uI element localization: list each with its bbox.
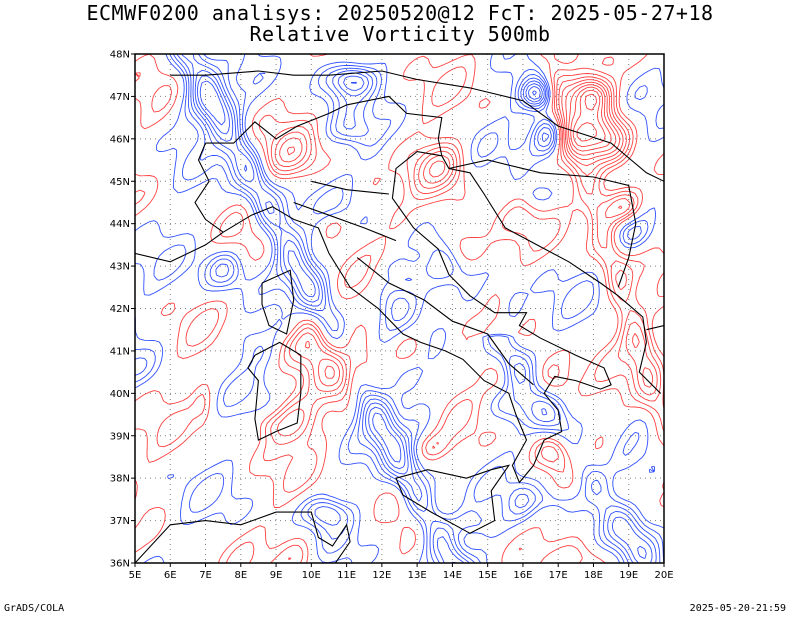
footer-credit: GrADS/COLA [4,603,65,614]
negative-vorticity-contour [135,54,664,563]
lat-tick-label: 45N [110,177,130,188]
lon-tick-label: 13E [408,570,427,581]
lon-tick-label: 10E [302,570,321,581]
negative-vorticity-contour [199,80,537,126]
footer-timestamp: 2025-05-20-21:59 [689,603,786,614]
coastline-segment [135,511,351,563]
longitude-axis: 5E 6E 7E 8E 9E 10E 11E 12E 13E 14E 15E 16E 17E 18E 19E… [129,563,674,581]
chart-title: ECMWF0200 analisys: 20250520@12 FcT: 202… [86,1,714,25]
coastline-segment [222,151,661,484]
positive-vorticity-contour [135,66,664,563]
positive-vorticity-contour [286,81,621,379]
lat-tick-label: 41N [110,346,130,357]
positive-vorticity-contour [570,86,612,152]
lon-tick-label: 20E [654,570,673,581]
positive-vorticity-contour [572,89,606,148]
coastline-segment [205,95,443,156]
lon-tick-label: 15E [478,570,497,581]
latitude-axis: 36N 37N 38N 39N 40N 41N 42N 43N 44N 45N 46N 47N 48N [110,50,135,570]
coastline-borders [135,70,664,563]
lat-tick-label: 36N [110,559,130,570]
coastline-segment [247,341,302,441]
positive-vorticity-contour [576,93,598,142]
lat-tick-label: 48N [110,50,130,61]
lon-tick-label: 18E [584,570,603,581]
coastline-segment [448,159,637,288]
lon-tick-label: 5E [129,570,142,581]
lat-tick-label: 47N [110,92,130,103]
lat-tick-label: 42N [110,304,130,315]
coastline-segment [311,180,389,195]
coastline-segment [646,324,664,331]
lat-tick-label: 37N [110,516,130,527]
lat-tick-label: 40N [110,389,130,400]
coastline-segment [261,269,295,335]
coastline-segment [194,142,224,233]
negative-vorticity-contour [135,54,664,563]
lon-tick-label: 7E [199,570,212,581]
negative-vorticity-contour [194,69,647,563]
lat-tick-label: 39N [110,431,130,442]
negative-vorticity-contour [176,54,657,563]
lat-tick-label: 43N [110,262,130,273]
lon-tick-label: 19E [619,570,638,581]
lon-tick-label: 9E [270,570,283,581]
positive-vorticity-contour [568,84,617,156]
negative-vorticity-contour [181,54,653,563]
chart-subtitle: Relative Vorticity 500mb [249,22,551,46]
lon-tick-label: 12E [372,570,391,581]
lat-tick-label: 46N [110,134,130,145]
coastline-segment [395,464,511,534]
positive-vorticity-contour [279,79,654,388]
coastline-segment [293,201,397,242]
positive-vorticity-contour [274,76,658,437]
coastline-segment [356,257,534,386]
lon-tick-label: 6E [164,570,177,581]
lon-tick-label: 17E [549,570,568,581]
lat-tick-label: 44N [110,219,130,230]
lon-tick-label: 11E [337,570,356,581]
lon-tick-label: 14E [443,570,462,581]
lon-tick-label: 8E [234,570,247,581]
lon-tick-label: 16E [513,570,532,581]
lat-tick-label: 38N [110,474,130,485]
negative-vorticity-contour [196,75,541,463]
vorticity-contours [135,54,664,563]
coastline-segment [170,70,664,182]
coastline-segment [135,231,224,263]
positive-vorticity-contour [270,73,662,561]
